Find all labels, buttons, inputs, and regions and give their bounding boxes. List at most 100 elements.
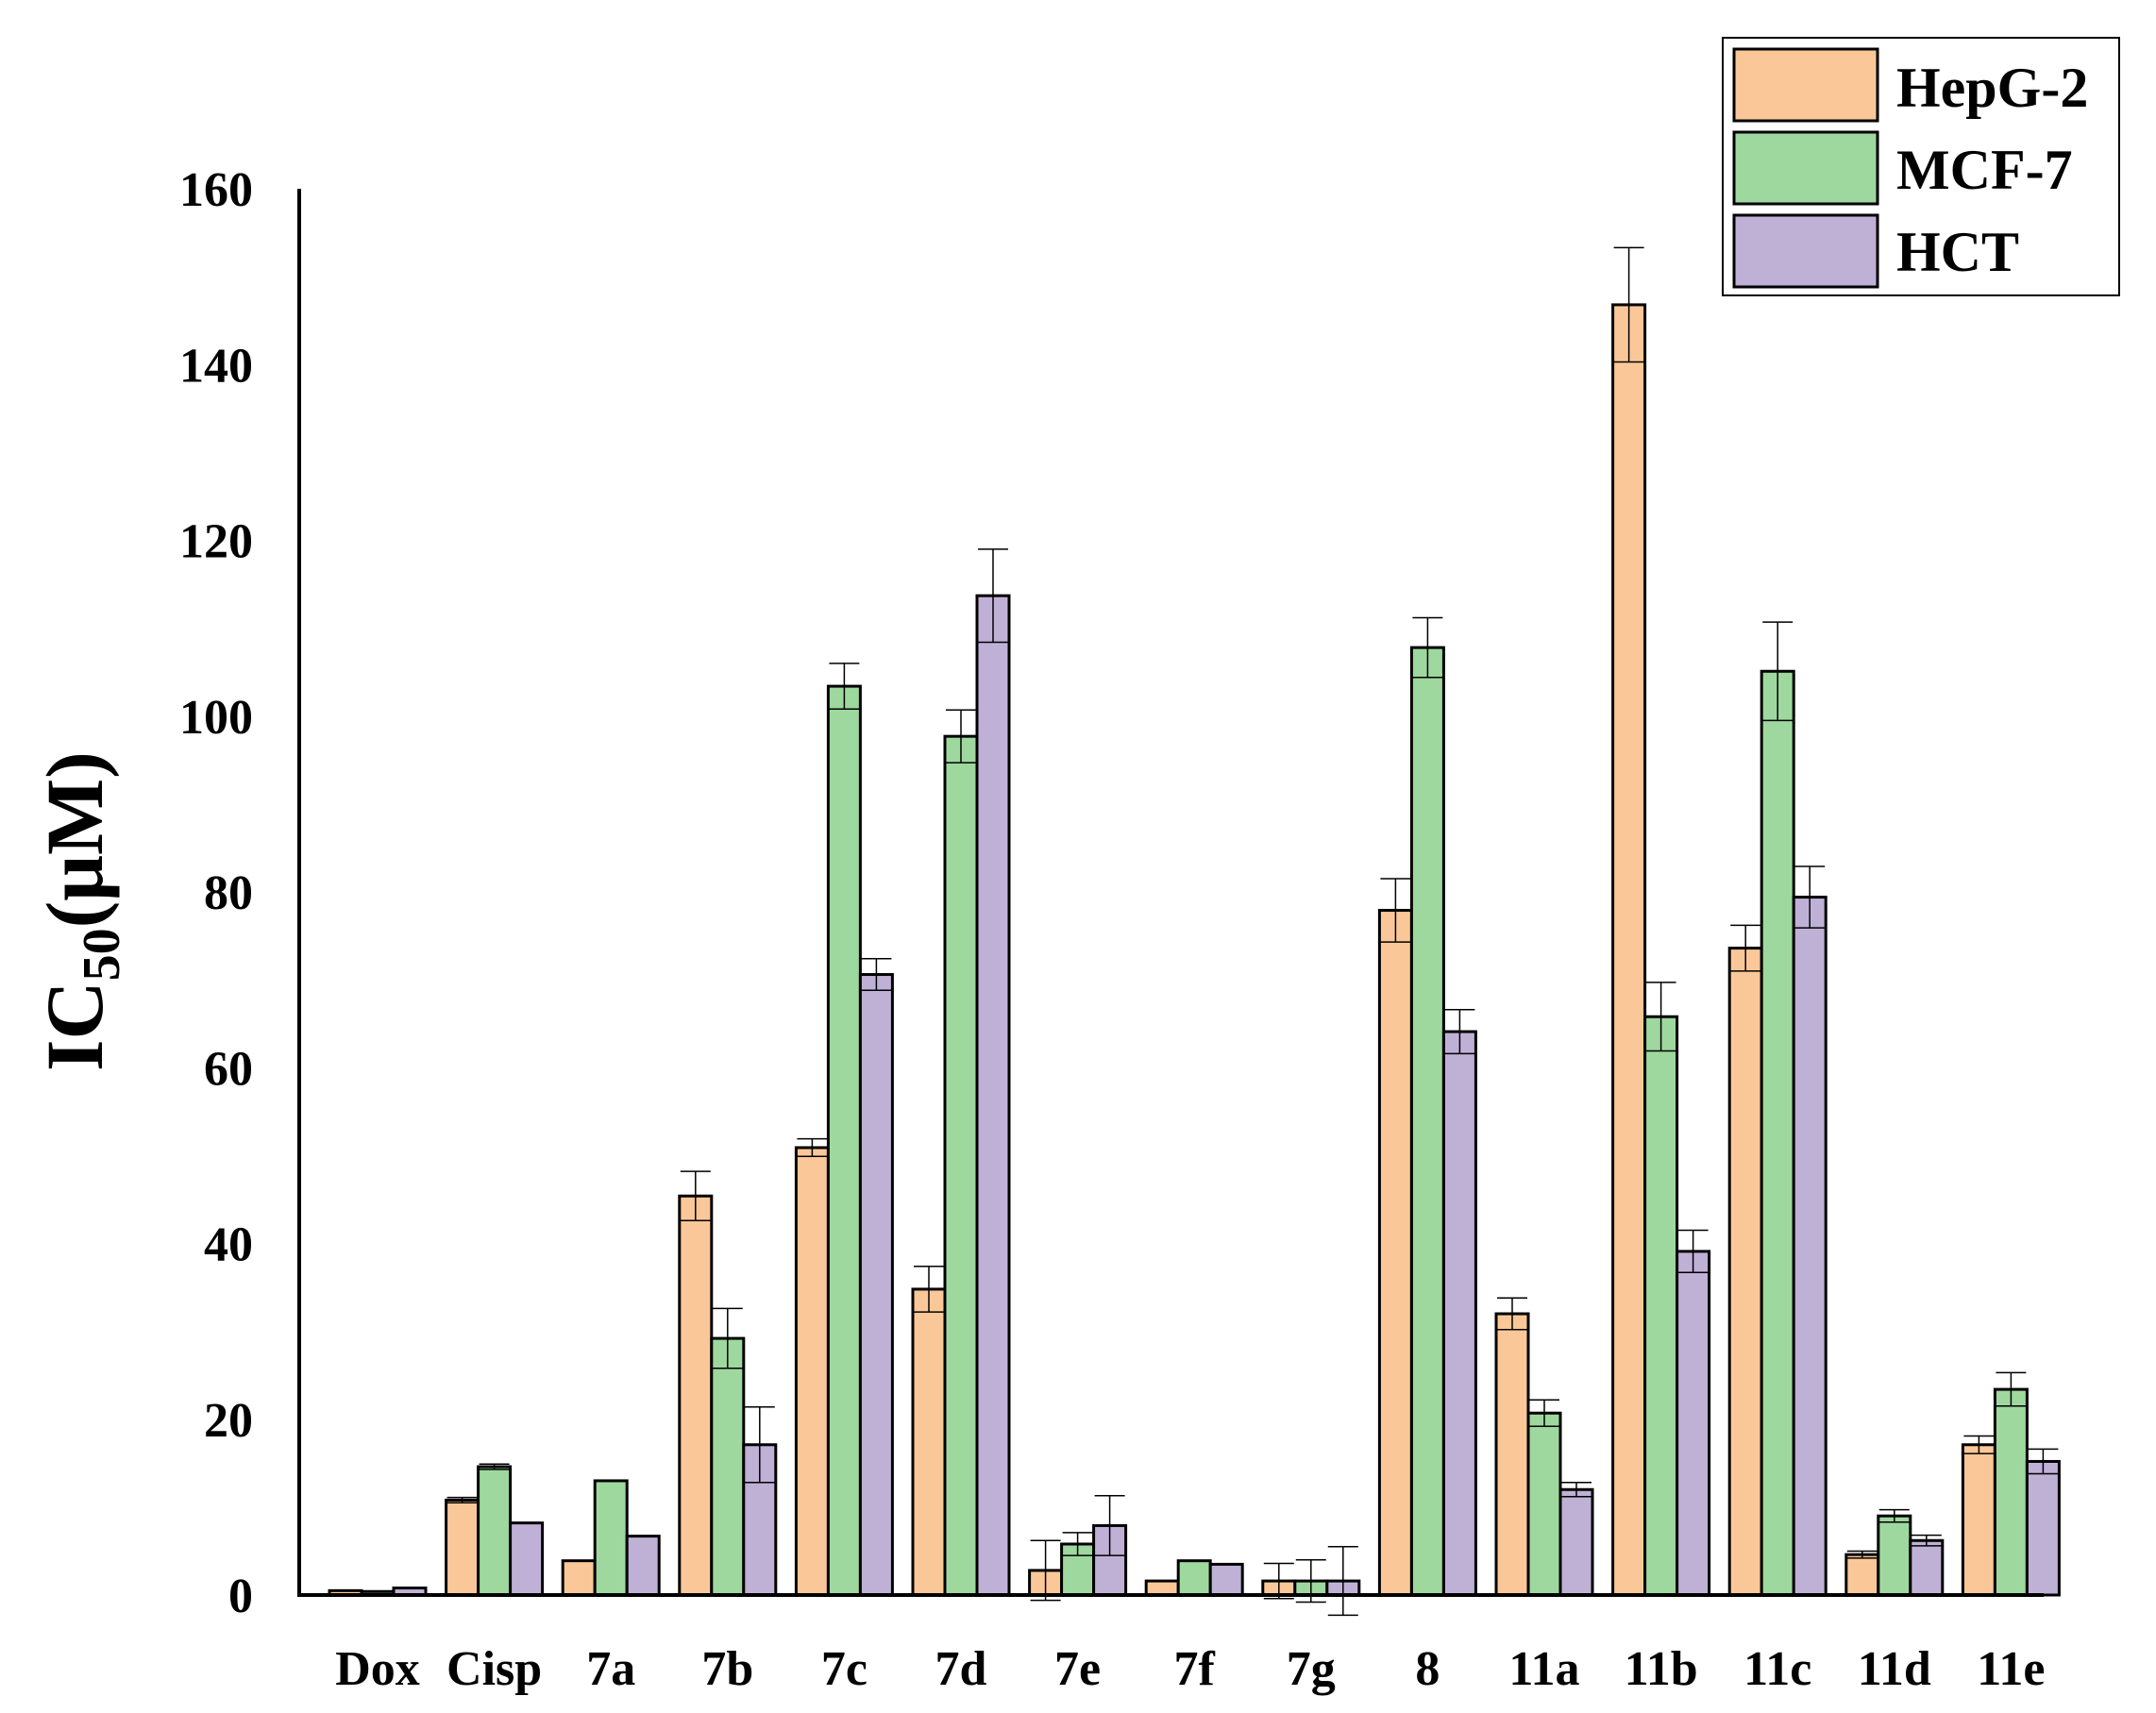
y-axis-title-main: IC — [29, 981, 120, 1071]
axes — [297, 189, 2044, 1597]
bar-mcf7-11a — [1526, 1411, 1562, 1597]
bar-hct-11d — [1909, 1538, 1945, 1597]
bar-mcf7-cisp — [477, 1465, 513, 1597]
bar-hct-11a — [1558, 1487, 1594, 1597]
x-category-label-11c: 11c — [1743, 1642, 1811, 1696]
x-category-labels: Dox Cisp 7a 7b 7c 7d 7e 7f 7g 8 11a 11b 11c 11d 11e — [335, 1642, 2045, 1696]
error-bar-hct-11d — [1911, 1534, 1942, 1547]
error-bar-mcf7-11c — [1762, 621, 1794, 722]
bar-hepg2-11e — [1961, 1443, 1996, 1597]
bar-hepg2-7b — [678, 1194, 714, 1597]
legend-swatch-mcf7 — [1732, 130, 1879, 206]
error-bar-hct-7e — [1094, 1495, 1125, 1556]
bar-hct-7a — [625, 1535, 661, 1597]
error-bar-hepg2-7c — [797, 1137, 828, 1158]
x-category-label-11d: 11d — [1858, 1642, 1931, 1696]
legend-label-hct: HCT — [1896, 221, 2019, 283]
error-bar-mcf7-11b — [1645, 982, 1676, 1052]
x-category-label-cisp: Cisp — [446, 1642, 542, 1696]
error-bars-layer — [446, 246, 2059, 1617]
bar-hct-7f — [1208, 1562, 1244, 1597]
x-category-label-7f: 7f — [1174, 1642, 1216, 1696]
bar-hepg2-11b — [1611, 303, 1647, 1597]
bar-mcf7-7d — [943, 734, 979, 1597]
bar-mcf7-8 — [1409, 646, 1445, 1597]
bar-hepg2-7d — [911, 1287, 947, 1597]
x-category-label-7a: 7a — [586, 1642, 635, 1696]
error-bar-hepg2-7g — [1263, 1562, 1294, 1600]
error-bar-hct-11a — [1561, 1482, 1592, 1498]
error-bar-hct-7g — [1327, 1546, 1358, 1617]
bar-hct-11c — [1792, 896, 1828, 1597]
bar-hepg2-8 — [1377, 909, 1413, 1597]
bar-hct-11b — [1676, 1250, 1711, 1597]
bar-mcf7-7a — [593, 1479, 629, 1597]
bar-hepg2-11d — [1844, 1553, 1880, 1597]
legend-swatch-hct — [1732, 213, 1879, 289]
error-bar-hepg2-11b — [1613, 246, 1644, 363]
bar-mcf7-7f — [1176, 1559, 1212, 1597]
error-bar-hepg2-11d — [1846, 1550, 1878, 1559]
bars-layer — [328, 303, 2061, 1597]
bar-mcf7-11d — [1877, 1514, 1912, 1597]
legend: HepG-2 MCF-7 HCT — [1722, 37, 2120, 296]
error-bar-hepg2-7e — [1030, 1539, 1061, 1602]
y-tick-label: 140 — [179, 339, 253, 393]
x-category-label-7b: 7b — [701, 1642, 753, 1696]
y-tick-label: 80 — [204, 866, 253, 920]
x-category-label-11a: 11a — [1508, 1642, 1579, 1696]
x-category-label-8: 8 — [1415, 1642, 1440, 1696]
bar-hct-11e — [2025, 1459, 2061, 1597]
x-category-label-7e: 7e — [1054, 1642, 1101, 1696]
bar-hct-cisp — [509, 1521, 545, 1597]
bar-mcf7-11b — [1643, 1015, 1679, 1597]
error-bar-hepg2-7b — [680, 1170, 711, 1222]
y-tick-label: 20 — [204, 1394, 253, 1448]
legend-label-mcf7: MCF-7 — [1896, 139, 2073, 201]
error-bar-hepg2-11c — [1730, 924, 1761, 972]
legend-label-hepg2: HepG-2 — [1896, 57, 2088, 119]
y-tick-label: 40 — [204, 1218, 253, 1272]
error-bar-hepg2-7d — [914, 1265, 944, 1313]
error-bar-hepg2-11a — [1497, 1297, 1527, 1331]
error-bar-mcf7-cisp — [479, 1463, 510, 1470]
y-tick-label: 100 — [179, 691, 253, 745]
bar-hct-7c — [858, 973, 894, 1597]
bar-hepg2-7c — [794, 1146, 830, 1597]
y-tick-label: 0 — [228, 1570, 253, 1623]
error-bar-hct-7d — [978, 548, 1008, 644]
x-category-label-7c: 7c — [821, 1642, 867, 1696]
y-tick-label: 160 — [179, 163, 253, 217]
x-category-label-7d: 7d — [935, 1642, 987, 1696]
bar-hepg2-7f — [1144, 1579, 1180, 1597]
y-axis-title-unit: (μM) — [29, 751, 120, 928]
error-bar-mcf7-11a — [1529, 1399, 1559, 1427]
bar-mcf7-11e — [1993, 1387, 2029, 1597]
error-bar-mcf7-8 — [1412, 616, 1443, 679]
y-axis-title: IC50(μM) — [29, 751, 131, 1071]
error-bar-mcf7-11d — [1878, 1508, 1910, 1523]
bar-hepg2-7a — [561, 1559, 597, 1597]
error-bar-hepg2-11e — [1963, 1435, 1995, 1454]
error-bar-hepg2-cisp — [446, 1496, 478, 1503]
error-bar-hct-11e — [2028, 1448, 2059, 1475]
y-tick-label: 60 — [204, 1042, 253, 1096]
error-bar-mcf7-7e — [1062, 1532, 1093, 1556]
error-bar-mcf7-7c — [829, 663, 860, 711]
bar-hepg2-11a — [1494, 1312, 1530, 1597]
error-bar-hepg2-8 — [1380, 878, 1411, 943]
x-category-label-11e: 11e — [1977, 1642, 2045, 1696]
y-axis-title-subscript: 50 — [73, 928, 131, 981]
error-bar-hct-11c — [1794, 865, 1826, 929]
error-bar-hct-7c — [861, 958, 892, 992]
bar-mcf7-7c — [826, 684, 862, 1597]
x-category-label-11b: 11b — [1625, 1642, 1698, 1696]
error-bar-hct-8 — [1444, 1009, 1475, 1055]
error-bar-mcf7-11e — [1996, 1371, 2027, 1407]
legend-swatch-hepg2 — [1732, 47, 1879, 123]
x-category-label-dox: Dox — [335, 1642, 420, 1696]
bar-mcf7-11c — [1760, 669, 1795, 1597]
x-category-label-7g: 7g — [1287, 1642, 1336, 1696]
error-bar-mcf7-7d — [946, 709, 976, 764]
